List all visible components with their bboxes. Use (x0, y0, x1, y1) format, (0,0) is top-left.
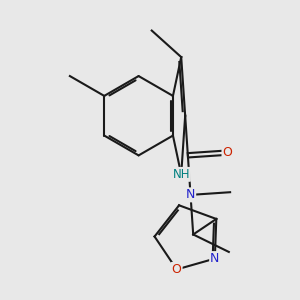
Text: O: O (223, 146, 232, 159)
Text: N: N (186, 188, 195, 201)
Text: O: O (172, 263, 182, 276)
Text: N: N (210, 252, 220, 265)
Text: NH: NH (172, 168, 190, 181)
